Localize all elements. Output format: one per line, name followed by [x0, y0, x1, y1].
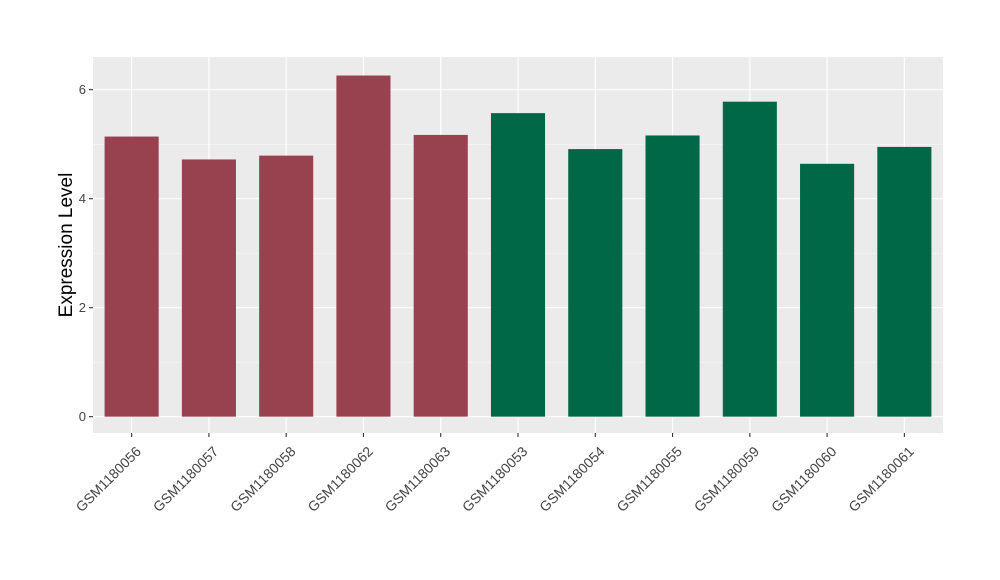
- bar: [490, 113, 546, 417]
- bars: [104, 75, 932, 417]
- y-tick-label: 2: [79, 300, 86, 315]
- bar: [800, 163, 855, 417]
- x-tick-label: GSM1180060: [768, 443, 840, 515]
- bar: [336, 75, 391, 417]
- x-tick-label: GSM1180056: [72, 443, 144, 515]
- bar: [413, 134, 468, 417]
- bar: [722, 101, 777, 417]
- x-axis: GSM1180056 GSM1180057 GSM1180058 GSM1180062…: [72, 433, 917, 515]
- x-tick-label: GSM1180058: [227, 443, 299, 515]
- y-axis: 0 2 4 6: [79, 82, 93, 424]
- y-tick-label: 6: [79, 82, 86, 97]
- y-tick-label: 0: [79, 409, 86, 424]
- bar: [259, 155, 314, 417]
- x-tick-label: GSM1180057: [150, 443, 222, 515]
- y-axis-title: Expression Level: [56, 173, 77, 318]
- x-tick-label: GSM1180061: [845, 443, 917, 515]
- x-tick-label: GSM1180055: [613, 443, 685, 515]
- x-tick-label: GSM1180059: [691, 443, 763, 515]
- bar: [181, 159, 236, 417]
- x-tick-label: GSM1180062: [304, 443, 376, 515]
- x-tick-label: GSM1180054: [536, 443, 608, 515]
- x-tick-label: GSM1180053: [459, 443, 531, 515]
- bar: [877, 146, 932, 417]
- x-tick-label: GSM1180063: [382, 443, 454, 515]
- bar: [645, 135, 700, 417]
- y-tick-label: 4: [79, 191, 86, 206]
- bar: [568, 149, 623, 417]
- bar: [104, 136, 159, 417]
